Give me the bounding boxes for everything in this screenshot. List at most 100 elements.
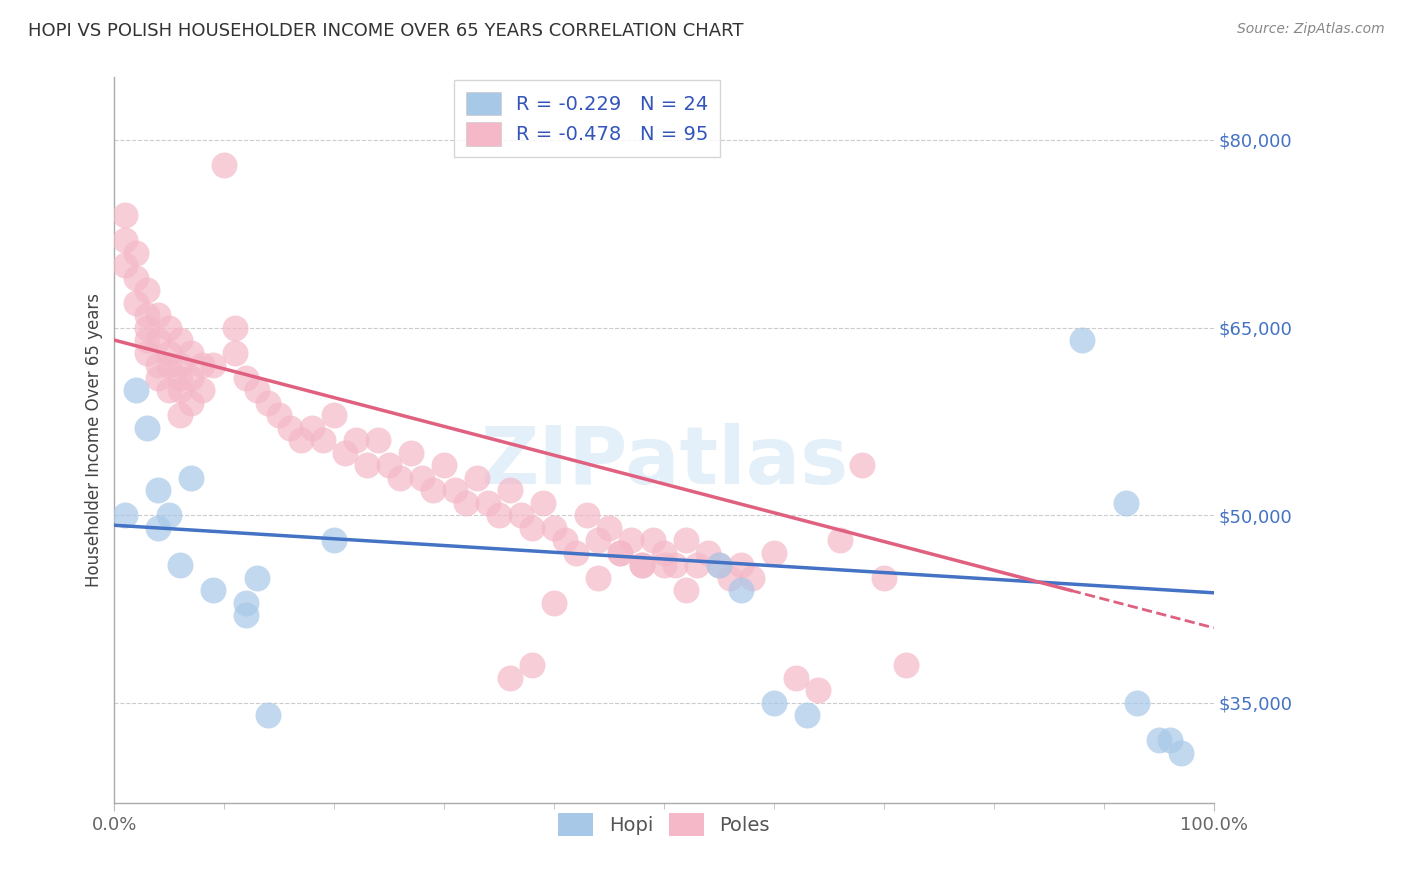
Point — [335, 446, 357, 460]
Point — [675, 583, 697, 598]
Point — [675, 533, 697, 548]
Point — [180, 370, 202, 384]
Point — [169, 383, 191, 397]
Point — [707, 558, 730, 573]
Point — [114, 508, 136, 523]
Point — [762, 696, 785, 710]
Point — [741, 571, 763, 585]
Point — [169, 333, 191, 347]
Point — [235, 596, 257, 610]
Point — [157, 358, 180, 372]
Legend: Hopi, Poles: Hopi, Poles — [551, 805, 778, 844]
Point — [586, 571, 609, 585]
Point — [543, 596, 565, 610]
Point — [631, 558, 654, 573]
Point — [169, 370, 191, 384]
Point — [246, 383, 269, 397]
Point — [148, 358, 170, 372]
Point — [785, 671, 807, 685]
Point — [422, 483, 444, 498]
Point — [148, 370, 170, 384]
Point — [873, 571, 896, 585]
Point — [356, 458, 378, 473]
Point — [1070, 333, 1092, 347]
Point — [894, 658, 917, 673]
Point — [136, 283, 159, 297]
Point — [686, 558, 709, 573]
Point — [652, 558, 675, 573]
Point — [202, 358, 225, 372]
Point — [488, 508, 510, 523]
Point — [851, 458, 873, 473]
Point — [554, 533, 576, 548]
Point — [367, 433, 389, 447]
Point — [477, 496, 499, 510]
Point — [378, 458, 401, 473]
Point — [641, 533, 664, 548]
Point — [246, 571, 269, 585]
Point — [191, 358, 214, 372]
Point — [718, 571, 741, 585]
Point — [136, 420, 159, 434]
Point — [157, 383, 180, 397]
Point — [157, 345, 180, 359]
Point — [531, 496, 554, 510]
Point — [148, 333, 170, 347]
Point — [125, 295, 148, 310]
Point — [664, 558, 686, 573]
Point — [148, 521, 170, 535]
Point — [520, 658, 543, 673]
Point — [1147, 733, 1170, 747]
Point — [707, 558, 730, 573]
Point — [652, 546, 675, 560]
Point — [136, 333, 159, 347]
Point — [257, 708, 280, 723]
Point — [576, 508, 599, 523]
Point — [180, 471, 202, 485]
Point — [257, 395, 280, 409]
Point — [157, 320, 180, 334]
Point — [290, 433, 312, 447]
Point — [235, 370, 257, 384]
Point — [697, 546, 720, 560]
Point — [114, 258, 136, 272]
Point — [444, 483, 467, 498]
Point — [180, 345, 202, 359]
Point — [312, 433, 335, 447]
Point — [389, 471, 412, 485]
Point — [1170, 746, 1192, 760]
Point — [157, 508, 180, 523]
Point — [169, 408, 191, 422]
Text: HOPI VS POLISH HOUSEHOLDER INCOME OVER 65 YEARS CORRELATION CHART: HOPI VS POLISH HOUSEHOLDER INCOME OVER 6… — [28, 22, 744, 40]
Y-axis label: Householder Income Over 65 years: Householder Income Over 65 years — [86, 293, 103, 587]
Point — [125, 270, 148, 285]
Text: Source: ZipAtlas.com: Source: ZipAtlas.com — [1237, 22, 1385, 37]
Point — [499, 483, 522, 498]
Point — [796, 708, 818, 723]
Point — [169, 558, 191, 573]
Point — [399, 446, 422, 460]
Point — [125, 383, 148, 397]
Point — [465, 471, 488, 485]
Point — [214, 158, 236, 172]
Point — [828, 533, 851, 548]
Point — [114, 233, 136, 247]
Point — [235, 608, 257, 623]
Point — [762, 546, 785, 560]
Point — [456, 496, 478, 510]
Point — [323, 533, 346, 548]
Point — [148, 483, 170, 498]
Point — [1126, 696, 1149, 710]
Point — [136, 345, 159, 359]
Point — [1115, 496, 1137, 510]
Point — [730, 558, 752, 573]
Point — [202, 583, 225, 598]
Point — [136, 308, 159, 322]
Point — [730, 583, 752, 598]
Point — [344, 433, 367, 447]
Point — [1159, 733, 1181, 747]
Point — [125, 245, 148, 260]
Point — [191, 383, 214, 397]
Point — [224, 320, 246, 334]
Point — [620, 533, 643, 548]
